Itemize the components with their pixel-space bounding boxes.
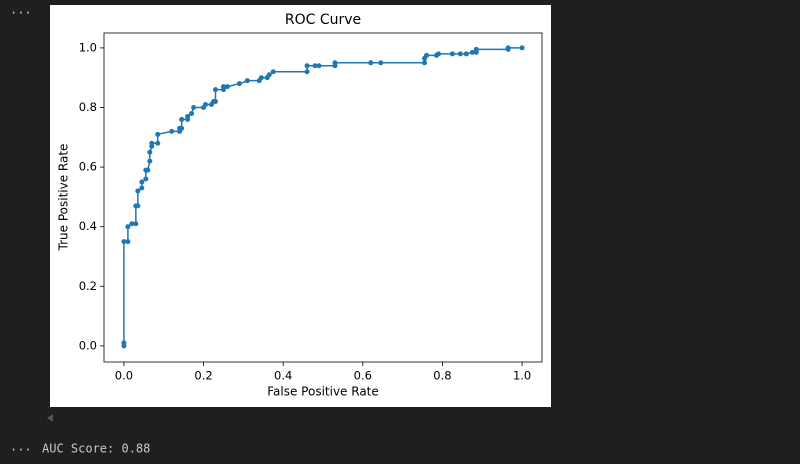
point (135, 188, 141, 194)
y-tick-label: 1.0 (79, 40, 97, 54)
chart-title: ROC Curve (285, 12, 361, 28)
point (125, 224, 131, 230)
x-tick-label: 0.0 (115, 369, 133, 383)
point (304, 63, 310, 69)
point (212, 87, 218, 93)
y-tick-label: 0.6 (79, 160, 97, 174)
point (145, 167, 151, 173)
point (147, 149, 153, 155)
point (125, 239, 131, 245)
point (270, 69, 276, 75)
point (449, 51, 455, 57)
output-text: AUC Score: 0.88 (42, 442, 150, 456)
scroll-arrow[interactable] (47, 414, 53, 422)
y-tick-label: 0.8 (79, 100, 97, 114)
point (422, 60, 428, 66)
x-tick-label: 1.0 (513, 369, 531, 383)
cell-prompt[interactable]: ... (10, 3, 32, 17)
axes-frame (103, 32, 543, 363)
point (169, 128, 175, 134)
point (189, 110, 195, 116)
point (424, 52, 430, 58)
point (519, 45, 525, 51)
point (143, 176, 149, 182)
point (368, 60, 374, 66)
point (244, 78, 250, 84)
point (179, 125, 185, 131)
point (129, 221, 135, 227)
point (133, 221, 139, 227)
point (191, 105, 197, 111)
point (179, 116, 185, 122)
point (266, 72, 272, 78)
point (139, 179, 145, 185)
point (236, 81, 242, 87)
point (203, 102, 209, 108)
point (149, 140, 155, 146)
y-tick-label: 0.4 (79, 219, 97, 233)
plot: ROC Curve False Positive Rate True Posit… (57, 12, 543, 399)
point (316, 63, 322, 69)
point (121, 239, 127, 245)
cell-prompt[interactable]: ... (10, 440, 32, 454)
point (220, 84, 226, 90)
point (378, 60, 384, 66)
point (121, 340, 127, 346)
x-tick-label: 0.8 (433, 369, 451, 383)
point (505, 45, 511, 51)
x-tick-label: 0.2 (194, 369, 212, 383)
x-tick-label: 0.6 (354, 369, 372, 383)
point (147, 158, 153, 164)
y-axis-label: True Positive Rate (57, 144, 71, 252)
point (469, 49, 475, 55)
point (139, 185, 145, 191)
point (304, 69, 310, 75)
point (258, 75, 264, 81)
point (473, 46, 479, 52)
point (224, 84, 230, 90)
x-tick-label: 0.4 (274, 369, 292, 383)
point (332, 60, 338, 66)
point (435, 51, 441, 57)
point (135, 203, 141, 209)
point (312, 63, 318, 69)
point (457, 51, 463, 57)
point (212, 99, 218, 105)
y-tick-label: 0.0 (79, 338, 97, 352)
x-axis-label: False Positive Rate (267, 385, 379, 399)
y-tick-label: 0.2 (79, 279, 97, 293)
point (463, 51, 469, 57)
point (155, 140, 161, 146)
point (185, 113, 191, 119)
point (155, 131, 161, 137)
